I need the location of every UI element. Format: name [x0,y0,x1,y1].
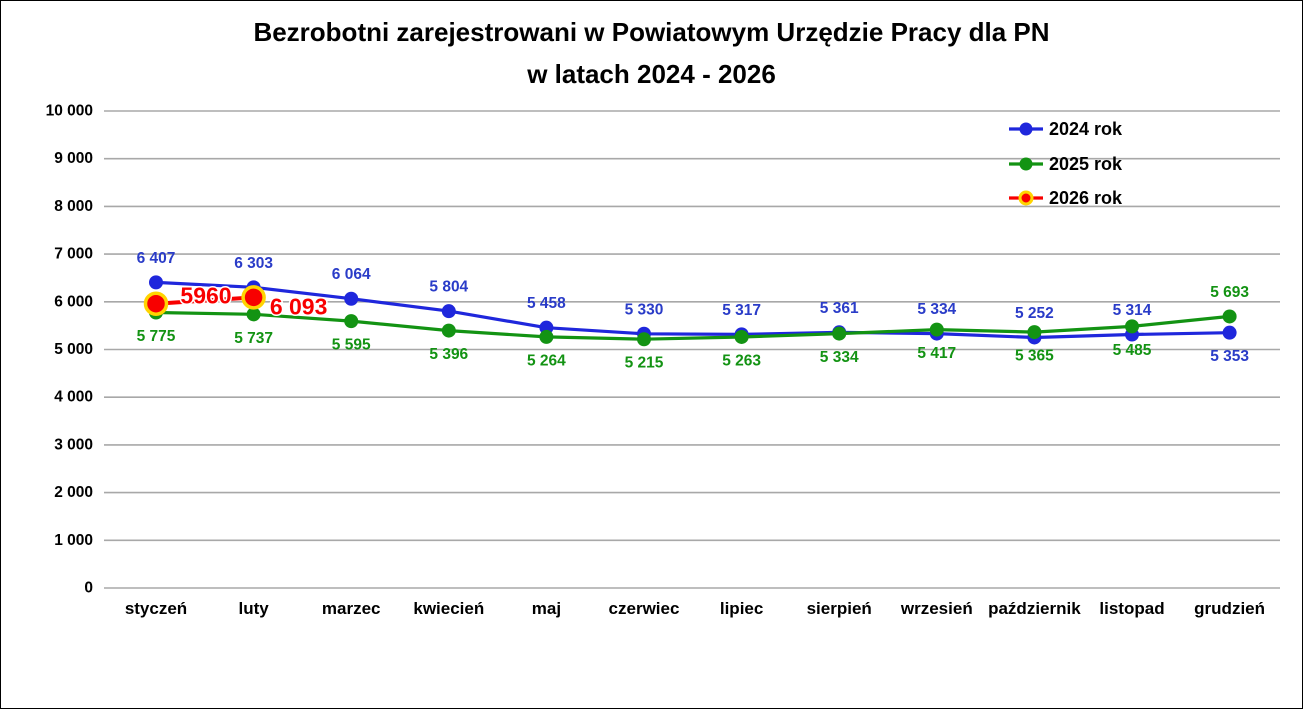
data-point-marker-2024-rok [149,275,163,290]
data-label: 5 737 [234,330,273,347]
data-point-marker-2025-rok [1027,325,1042,340]
data-label: 5 215 [625,355,664,372]
chart-title-line2: w latach 2024 - 2026 [527,59,776,89]
data-label: 5 595 [332,337,371,354]
data-label: 5 330 [625,301,664,318]
data-label: 5 334 [820,349,859,366]
data-point-marker-2025-rok [1222,309,1237,324]
data-label: 5 264 [527,352,566,369]
data-point-marker-2025-rok [832,326,847,341]
data-label: 5 396 [429,346,468,363]
data-point-marker-2026-rok [241,285,266,310]
data-label: 5 334 [917,301,956,318]
data-label: 5960 [180,283,231,309]
y-tick-label: 6 000 [54,293,93,310]
data-point-marker-2026-rok [143,291,169,316]
data-label: 5 252 [1015,305,1054,322]
data-label: 5 458 [527,295,566,312]
x-tick-label: lipiec [720,599,763,618]
data-point-marker-2025-rok [246,307,261,322]
data-point-marker-2025-rok [539,329,554,344]
y-tick-label: 2 000 [54,484,93,501]
series-line-2026-rok [154,295,256,306]
data-label: 5 317 [722,302,761,319]
legend-label-2026-rok: 2026 rok [1049,188,1123,208]
data-label: 5 417 [917,345,956,362]
legend-marker-2025-rok [1019,157,1033,171]
y-tick-label: 0 [84,580,93,597]
legend-marker-2026-rok [1018,190,1034,206]
data-point-marker-2024-rok [1222,325,1237,340]
data-label: 5 485 [1113,342,1152,359]
legend-marker-2024-rok [1019,122,1033,136]
data-point-marker-2025-rok [734,329,749,344]
data-label: 5 353 [1210,348,1249,365]
y-tick-label: 10 000 [46,103,93,120]
data-label: 5 263 [722,352,761,369]
legend-label-2024-rok: 2024 rok [1049,119,1123,139]
data-point-marker-2024-rok [441,304,456,319]
data-point-marker-2025-rok [929,322,944,337]
data-label: 5 361 [820,300,859,317]
x-tick-label: luty [238,599,269,618]
x-tick-label: listopad [1099,599,1164,618]
x-tick-label: styczeń [125,599,187,618]
data-point-marker-2025-rok [637,332,651,347]
data-label: 5 314 [1113,302,1152,319]
x-tick-label: marzec [322,599,381,618]
y-tick-label: 1 000 [54,532,93,549]
data-label: 5 804 [429,279,468,296]
chart-title-line1: Bezrobotni zarejestrowani w Powiatowym U… [253,17,1050,47]
y-tick-label: 8 000 [54,198,93,215]
y-tick-label: 5 000 [54,341,93,358]
chart-title: Bezrobotni zarejestrowani w Powiatowym U… [1,11,1302,95]
y-tick-label: 9 000 [54,150,93,167]
data-label: 5 365 [1015,348,1054,365]
data-point-marker-2025-rok [344,314,359,329]
data-point-marker-2025-rok [441,323,456,338]
x-tick-label: grudzień [1194,599,1265,618]
y-tick-label: 4 000 [54,389,93,406]
x-tick-label: kwiecień [413,599,484,618]
x-tick-label: wrzesień [900,599,973,618]
data-label: 6 093 [270,293,328,319]
x-tick-label: październik [988,599,1081,618]
x-tick-label: maj [532,599,561,618]
data-point-marker-2024-rok [344,291,359,306]
data-point-marker-2025-rok [1125,319,1139,334]
legend-label-2025-rok: 2025 rok [1049,154,1123,174]
series-line-2025-rok [154,310,1232,341]
data-label: 6 407 [137,250,176,267]
y-tick-label: 7 000 [54,246,93,263]
data-label: 5 693 [1210,284,1249,301]
data-label: 5 775 [137,328,176,345]
data-label: 6 064 [332,266,371,283]
series-line-2024-rok [154,280,1232,340]
data-label: 6 303 [234,255,273,272]
x-tick-label: sierpień [807,599,872,618]
x-tick-label: czerwiec [609,599,680,618]
y-tick-label: 3 000 [54,436,93,453]
